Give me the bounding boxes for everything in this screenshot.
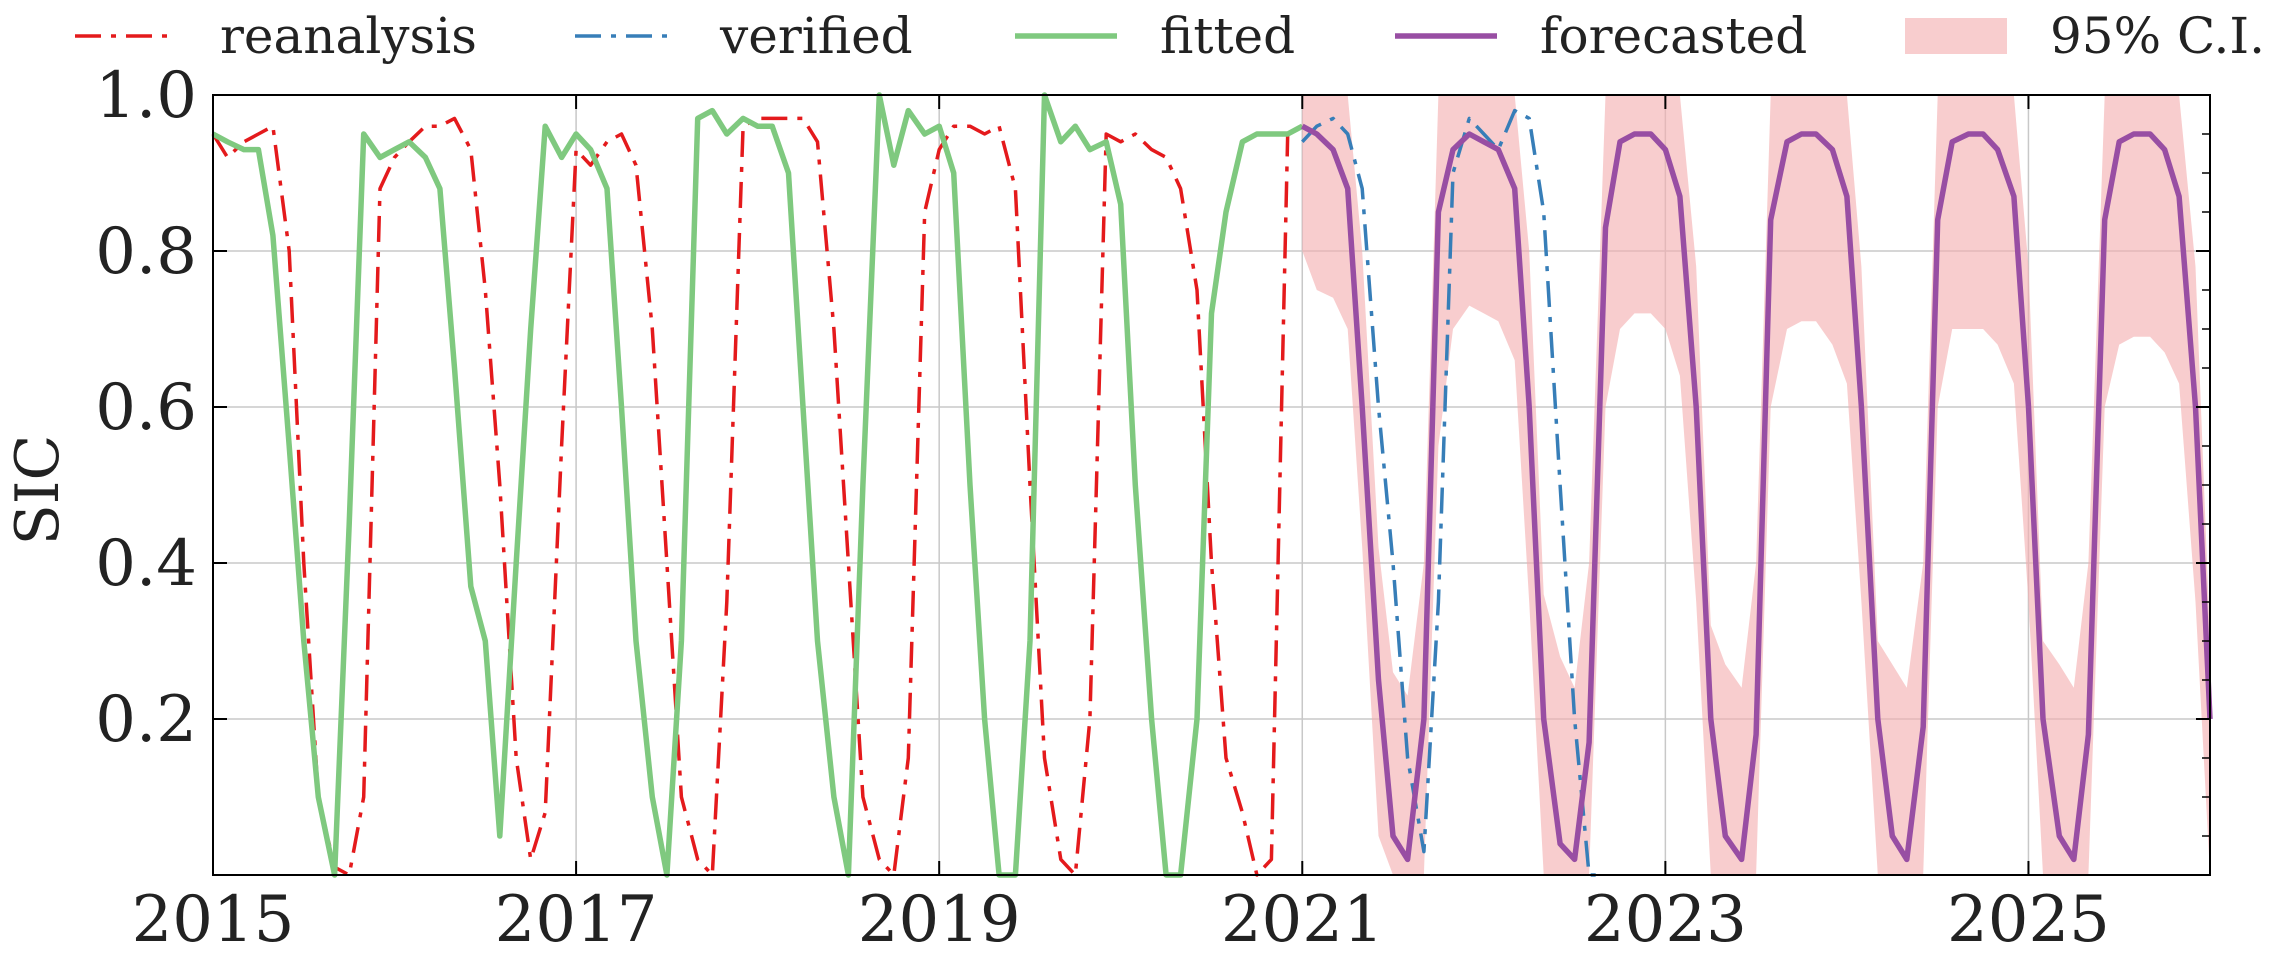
x-tick-label: 2023 [1584, 883, 1747, 953]
series-line-reanalysis [211, 116, 1304, 877]
legend-label: fitted [1160, 7, 1295, 65]
x-tick-label: 2017 [495, 883, 658, 953]
confidence-band [1302, 95, 2210, 875]
series-line-verified [1301, 108, 1606, 877]
legend-swatch-ci [1905, 18, 2007, 54]
axis-ticks: 2015 2017 2019 2021 2023 2025 0.2 0.4 0.6 0.8 1.0 [95, 59, 2210, 953]
x-tick-label: 2025 [1947, 883, 2110, 953]
y-axis-label: SIC [3, 435, 73, 546]
legend-label: forecasted [1540, 7, 1807, 65]
confidence-band-layer [1302, 95, 2210, 875]
legend-label: 95% C.I. [2050, 7, 2265, 65]
series-layer [211, 92, 2213, 878]
x-tick-label: 2019 [858, 883, 1021, 953]
series-line-forecasted [1300, 123, 2213, 863]
y-tick-label: 0.2 [95, 683, 197, 757]
legend-label: verified [719, 7, 913, 65]
y-tick-label: 0.8 [95, 215, 197, 289]
x-tick-label: 2015 [132, 883, 295, 953]
y-tick-label: 0.6 [95, 371, 197, 445]
y-tick-label: 0.4 [95, 527, 197, 601]
x-tick-label: 2021 [1221, 883, 1384, 953]
y-tick-label: 1.0 [95, 59, 197, 133]
legend-label: reanalysis [220, 7, 477, 65]
series-line-fitted [211, 92, 1304, 878]
legend: reanalysis verified fitted forecasted 95% C.… [75, 7, 2265, 65]
